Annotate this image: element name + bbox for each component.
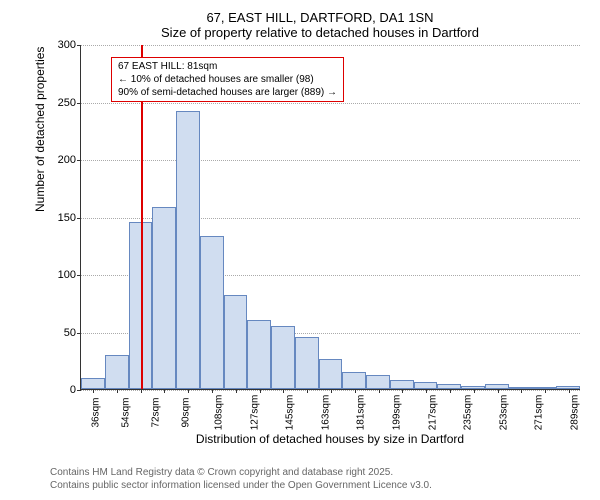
histogram-bar [247,320,271,389]
histogram-bar [176,111,200,389]
annotation-line2: ← 10% of detached houses are smaller (98… [118,73,337,86]
annotation-box: 67 EAST HILL: 81sqm ← 10% of detached ho… [111,57,344,102]
chart-subtitle: Size of property relative to detached ho… [50,25,590,40]
x-tick-label: 253sqm [498,395,509,431]
footer-line2: Contains public sector information licen… [50,479,432,492]
histogram-bar [366,375,390,389]
y-axis-label: Number of detached properties [33,47,47,212]
x-tick-label: 163sqm [320,395,331,431]
plot-area: 050100150200250300 67 EAST HILL: 81sqm ←… [80,45,580,390]
histogram-bar [295,337,319,389]
chart-title: 67, EAST HILL, DARTFORD, DA1 1SN [50,10,590,25]
histogram-bar [152,207,176,389]
x-tick-label: 72sqm [151,397,162,427]
annotation-line1: 67 EAST HILL: 81sqm [118,60,337,73]
x-tick-label: 235sqm [462,395,473,431]
footer-line1: Contains HM Land Registry data © Crown c… [50,466,432,479]
histogram-bar [414,382,438,389]
x-tick-label: 271sqm [534,395,545,431]
x-tick-label: 54sqm [121,397,132,427]
histogram-bar [319,359,343,389]
x-tick-label: 90sqm [181,397,192,427]
x-axis-label: Distribution of detached houses by size … [80,432,580,446]
x-tick-label: 217sqm [427,395,438,431]
x-tick-label: 199sqm [391,395,402,431]
histogram-bar [105,355,129,390]
histogram-bar [342,372,366,389]
histogram-bar [390,380,414,389]
annotation-line3: 90% of semi-detached houses are larger (… [118,86,337,99]
histogram-bar [200,236,224,389]
x-tick-label: 36sqm [91,397,102,427]
x-tick-label: 127sqm [249,395,260,431]
histogram-bar [271,326,295,389]
histogram-bar [224,295,248,389]
footer-attribution: Contains HM Land Registry data © Crown c… [50,466,432,492]
x-tick-label: 145sqm [285,395,296,431]
x-tick-label: 108sqm [213,395,224,431]
x-tick-label: 181sqm [356,395,367,431]
chart-container: 67, EAST HILL, DARTFORD, DA1 1SN Size of… [50,10,590,440]
histogram-bar [81,378,105,390]
x-tick-label: 289sqm [569,395,580,431]
